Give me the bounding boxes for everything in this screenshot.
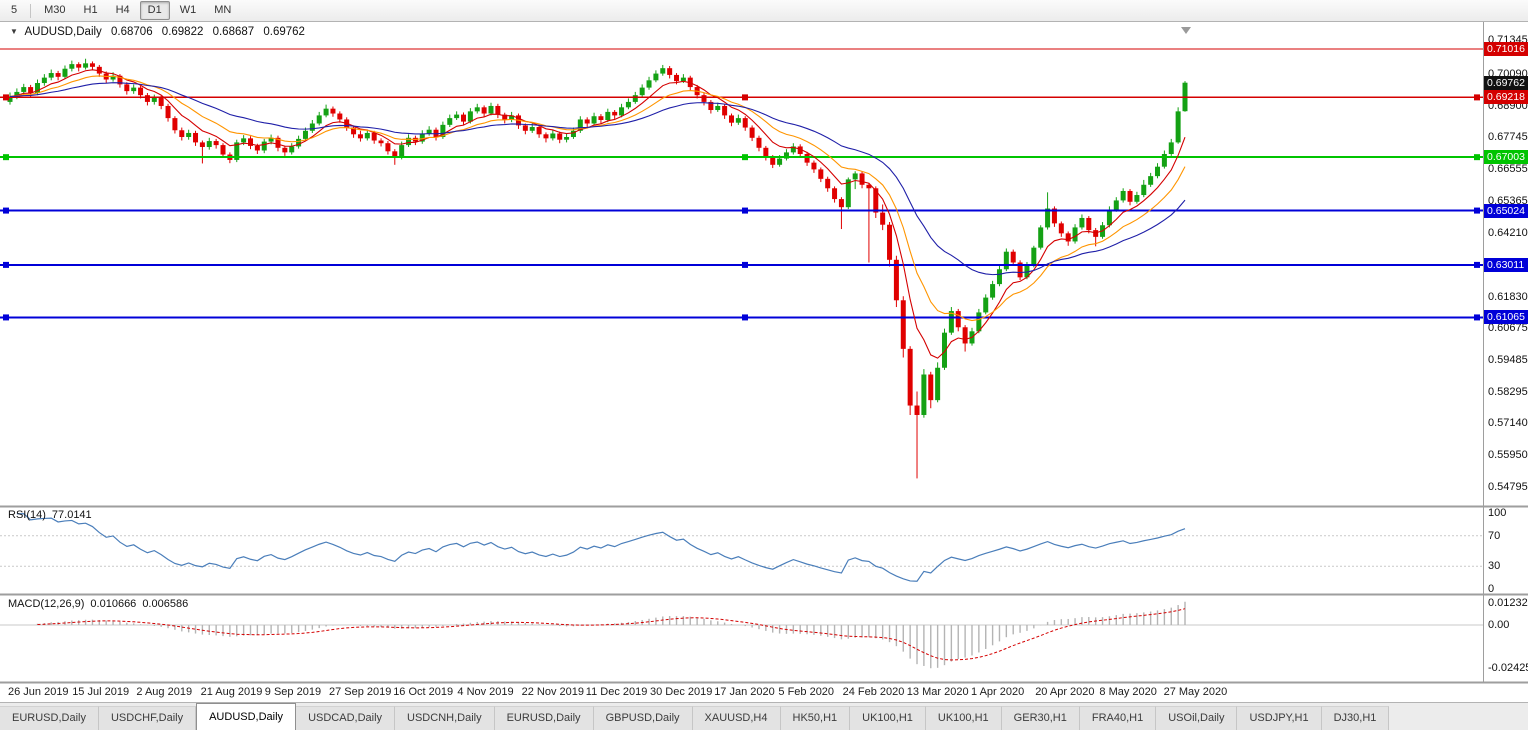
date-label: 2 Aug 2019 [136,686,193,698]
chart-tab-uk100-h1[interactable]: UK100,H1 [925,706,1002,730]
hline-0.65024[interactable] [0,207,1483,214]
ohlc-close: 0.69762 [263,26,305,38]
date-label: 22 Nov 2019 [521,686,584,698]
macd-indicator-label: MACD(12,26,9) 0.010666 0.006586 [8,598,188,610]
ma-14-line [9,75,1186,322]
hline-0.67003[interactable] [0,154,1483,161]
timeframe-button-H1[interactable]: H1 [83,4,98,16]
macd-axis-tick: 0.00 [1488,619,1510,631]
chart-tab-fra40-h1[interactable]: FRA40,H1 [1079,706,1157,730]
price-tick: 0.60675 [1488,321,1528,334]
chart-tab-audusd-daily[interactable]: AUDUSD,Daily [196,703,297,730]
chart-tab-dj30-h1[interactable]: DJ30,H1 [1321,706,1390,730]
current-price-box: 0.69762 [1484,75,1528,90]
hline-price-box: 0.67003 [1484,150,1528,165]
hline-price-box: 0.63011 [1484,257,1528,272]
date-label: 17 Jan 2020 [714,686,775,698]
chart-tab-eurusd-daily[interactable]: EURUSD,Daily [0,706,99,730]
date-label: 16 Oct 2019 [393,686,454,698]
chart-tab-xauusd-h4[interactable]: XAUUSD,H4 [692,706,781,730]
macd-axis-tick: 0.012325 [1488,597,1528,610]
rsi-axis-tick: 70 [1488,529,1501,542]
price-tick: 0.67745 [1488,131,1528,144]
date-label: 1 Apr 2020 [971,686,1025,698]
hline-0.69218[interactable] [0,94,1483,101]
chart-tab-usdcnh-daily[interactable]: USDCNH,Daily [395,706,495,730]
hline-0.63011[interactable] [0,261,1483,268]
price-tick: 0.54795 [1488,480,1528,493]
date-label: 30 Dec 2019 [650,686,713,698]
chart-tab-usdjpy-h1[interactable]: USDJPY,H1 [1237,706,1322,730]
ohlc-high: 0.69822 [161,26,204,38]
price-tick: 0.55950 [1488,449,1528,462]
ma-7-line [9,69,1186,359]
macd-name: MACD(12,26,9) [8,598,85,610]
price-tick: 0.64210 [1488,226,1528,239]
hline-price-box: 0.61065 [1484,310,1528,325]
rsi-axis-tick: 0 [1488,583,1495,595]
timeframe-button-MN[interactable]: MN [214,4,232,16]
hline-price-box: 0.65024 [1484,203,1528,218]
chart-symbol-timeframe: AUDUSD,Daily [24,26,102,38]
ohlc-open: 0.68706 [111,26,153,38]
chart-tab-usdcad-daily[interactable]: USDCAD,Daily [296,706,396,730]
price-tick: 0.58295 [1488,386,1528,399]
chart-tab-eurusd-daily[interactable]: EURUSD,Daily [494,706,594,730]
macd-main-value: 0.010666 [90,598,137,610]
date-label: 27 May 2020 [1163,686,1228,698]
hline-price-box: 0.71016 [1484,41,1528,56]
date-label: 20 Apr 2020 [1035,686,1095,698]
price-tick: 0.61830 [1488,290,1528,303]
date-label: 9 Sep 2019 [264,686,322,698]
date-label: 15 Jul 2019 [72,686,130,698]
chart-tabs-bar: EURUSD,Daily USDCHF,Daily AUDUSD,Daily USDC… [0,702,1528,730]
macd-signal-line [37,608,1186,661]
rsi-indicator-label: RSI(14) 77.0141 [8,509,92,521]
toolbar-separator [30,3,32,18]
rsi-line [16,513,1186,582]
rsi-name: RSI(14) [8,509,46,521]
macd-histogram [36,601,1186,669]
chart-tab-uk100-h1[interactable]: UK100,H1 [850,706,926,730]
symbol-marker-icon: ▼ [10,27,18,36]
date-label: 26 Jun 2019 [8,686,69,698]
date-label: 21 Aug 2019 [200,686,263,698]
chart-tab-ger30-h1[interactable]: GER30,H1 [1001,706,1080,730]
hline-0.61065[interactable] [0,314,1483,321]
rsi-axis-tick: 30 [1488,560,1501,573]
date-label: 13 Mar 2020 [906,686,969,698]
timeframe-button-W1[interactable]: W1 [179,4,197,16]
date-label: 5 Feb 2020 [778,686,835,698]
chart-tab-hk50-h1[interactable]: HK50,H1 [780,706,851,730]
ma-30-line [9,82,1186,276]
date-label: 24 Feb 2020 [842,686,905,698]
date-label: 27 Sep 2019 [329,686,392,698]
price-tick: 0.66555 [1488,163,1528,176]
price-tick: 0.59485 [1488,354,1528,367]
date-label: 8 May 2020 [1099,686,1157,698]
timeframe-button-H4[interactable]: H4 [115,4,130,16]
chart-tab-gbpusd-daily[interactable]: GBPUSD,Daily [593,706,693,730]
price-tick: 0.57140 [1488,417,1528,430]
hline-price-box: 0.69218 [1484,90,1528,105]
macd-axis-tick: -0.02425 [1488,662,1528,675]
timeframe-button-M30[interactable]: M30 [44,4,66,16]
timeframe-toolbar: 5 M30 H1 H4 D1 W1 MN [0,0,1528,22]
ohlc-low: 0.68687 [212,26,255,38]
chart-tab-usdchf-daily[interactable]: USDCHF,Daily [98,706,197,730]
rsi-axis-tick: 100 [1488,507,1507,519]
rsi-value: 77.0141 [51,509,92,521]
macd-signal-value: 0.006586 [142,598,189,610]
date-label: 11 Dec 2019 [585,686,648,698]
timeframe-button-D1[interactable]: D1 [139,1,170,20]
chart-shift-marker-icon [1181,27,1191,34]
date-label: 4 Nov 2019 [457,686,514,698]
chart-legend: ▼ AUDUSD,Daily 0.68706 0.69822 0.68687 0… [10,26,305,38]
chart-tab-usoil-daily[interactable]: USOil,Daily [1156,706,1238,730]
timeframe-button-5[interactable]: 5 [11,4,18,16]
